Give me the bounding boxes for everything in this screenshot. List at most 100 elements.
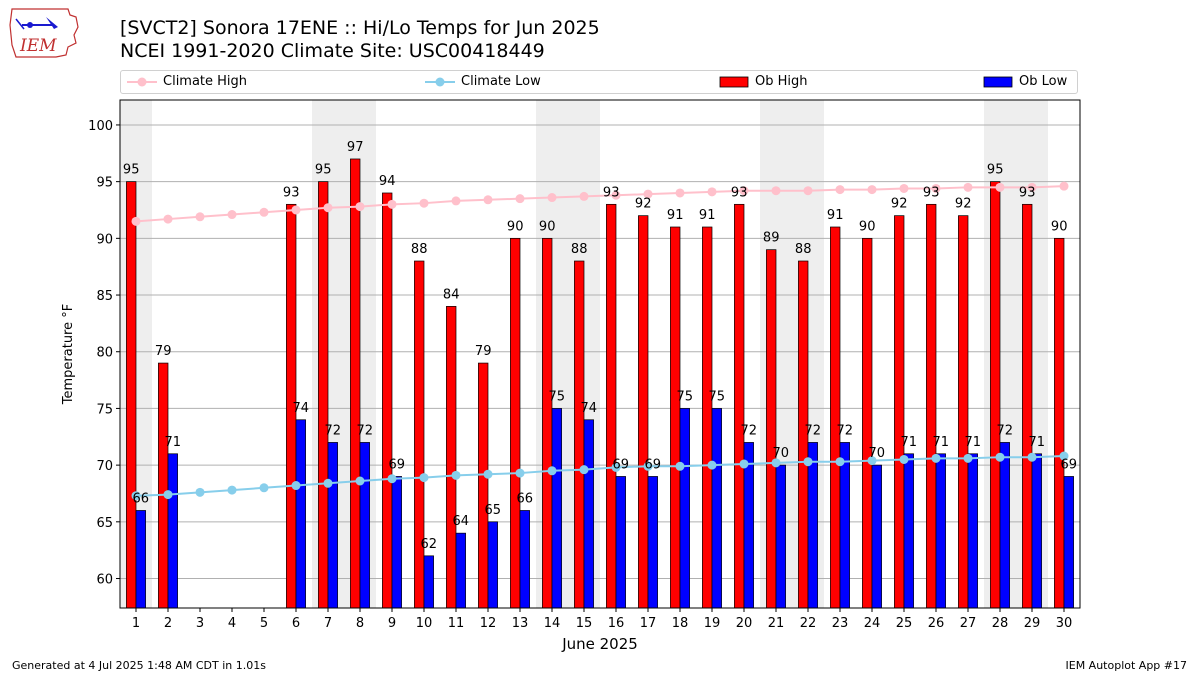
x-tick-label: 8 — [356, 616, 364, 631]
x-tick-label: 18 — [672, 616, 689, 631]
ob-high-swatch-icon — [719, 76, 749, 87]
y-tick-label: 95 — [96, 176, 113, 191]
ob-high-label: 95 — [315, 163, 332, 178]
climate-high-point — [995, 182, 1005, 192]
climate-high-point — [579, 191, 589, 201]
ob-high-label: 93 — [603, 185, 620, 200]
x-tick-label: 28 — [992, 616, 1009, 631]
ob-low-bar — [807, 442, 818, 609]
climate-low-point — [611, 462, 621, 472]
legend-ob-low-label: Ob Low — [1019, 74, 1068, 89]
ob-low-label: 65 — [485, 503, 502, 518]
climate-low-line — [135, 455, 1065, 497]
ob-high-label: 93 — [731, 185, 748, 200]
x-tick-label: 26 — [928, 616, 945, 631]
ob-high-bar — [542, 237, 553, 609]
ob-low-bar — [519, 510, 530, 609]
ob-low-bar — [167, 453, 178, 609]
climate-high-point — [899, 183, 909, 193]
ob-high-bar — [606, 203, 617, 609]
ob-high-label: 88 — [571, 242, 588, 257]
chart-subtitle: NCEI 1991-2020 Climate Site: USC00418449 — [120, 40, 545, 62]
ob-high-bar — [830, 226, 841, 609]
ob-high-bar — [990, 181, 1001, 609]
ob-high-label: 90 — [539, 219, 556, 234]
climate-low-point — [131, 491, 141, 501]
climate-low-point — [675, 461, 685, 471]
ob-low-label: 69 — [613, 457, 630, 472]
ob-high-bar — [958, 215, 969, 609]
climate-high-point — [163, 214, 173, 224]
plot-frame — [119, 99, 1081, 609]
ob-low-bar — [1063, 476, 1074, 609]
x-tick-label: 25 — [896, 616, 913, 631]
climate-low-point — [931, 453, 941, 463]
ob-high-label: 91 — [699, 208, 716, 223]
climate-low-swatch-icon — [425, 77, 455, 86]
x-tick-label: 30 — [1056, 616, 1073, 631]
y-tick-label: 90 — [96, 232, 113, 247]
climate-high-point — [963, 182, 973, 192]
climate-low-point — [387, 474, 397, 484]
climate-low-point — [355, 476, 365, 486]
ob-high-label: 91 — [827, 208, 844, 223]
climate-low-point — [451, 470, 461, 480]
ob-low-bar — [967, 453, 978, 609]
ob-low-label: 71 — [901, 435, 918, 450]
x-tick-label: 21 — [768, 616, 785, 631]
climate-high-point — [227, 210, 237, 220]
climate-low-point — [707, 460, 717, 470]
y-tick-label: 75 — [96, 402, 113, 417]
ob-low-bar — [647, 476, 658, 609]
ob-high-bar — [382, 192, 393, 609]
ob-high-label: 94 — [379, 174, 396, 189]
ob-high-bar — [702, 226, 713, 609]
ob-high-bar — [318, 181, 329, 609]
climate-high-point — [803, 186, 813, 196]
ob-low-bar — [583, 419, 594, 609]
climate-high-point — [1027, 182, 1037, 192]
ob-low-bar — [487, 521, 498, 609]
x-tick-label: 23 — [832, 616, 849, 631]
climate-low-point — [867, 456, 877, 466]
y-tick-label: 70 — [96, 459, 113, 474]
climate-low-point — [963, 453, 973, 463]
climate-high-point — [323, 203, 333, 213]
ob-high-bar — [510, 237, 521, 609]
ob-high-bar — [638, 215, 649, 609]
ob-low-bar — [423, 555, 434, 609]
x-tick-label: 6 — [292, 616, 300, 631]
climate-low-point — [995, 452, 1005, 462]
climate-high-point — [643, 189, 653, 199]
legend-climate-high-label: Climate High — [163, 74, 248, 89]
ob-high-bar — [670, 226, 681, 609]
climate-high-point — [931, 183, 941, 193]
ob-low-bar — [679, 408, 690, 609]
climate-high-point — [707, 187, 717, 197]
climate-high-line — [135, 185, 1065, 223]
ob-low-label: 72 — [837, 423, 854, 438]
ob-low-label: 75 — [549, 389, 566, 404]
x-tick-label: 4 — [228, 616, 236, 631]
ob-high-label: 97 — [347, 140, 364, 155]
climate-low-point — [515, 468, 525, 478]
climate-high-point — [739, 186, 749, 196]
climate-low-point — [419, 473, 429, 483]
y-tick-label: 60 — [96, 573, 113, 588]
climate-high-point — [835, 185, 845, 195]
ob-high-label: 84 — [443, 287, 460, 302]
x-tick-label: 10 — [416, 616, 433, 631]
iem-logo: IEM — [9, 8, 79, 58]
ob-low-bar — [935, 453, 946, 609]
x-tick-label: 22 — [800, 616, 817, 631]
climate-high-point — [483, 195, 493, 205]
ob-low-bar — [871, 464, 882, 609]
legend-climate-high: Climate High — [127, 74, 247, 90]
x-tick-label: 16 — [608, 616, 625, 631]
ob-high-label: 88 — [795, 242, 812, 257]
ob-low-label: 71 — [1029, 435, 1046, 450]
ob-low-label: 70 — [869, 446, 886, 461]
ob-high-bar — [350, 158, 361, 609]
climate-high-point — [259, 207, 269, 217]
climate-high-point — [451, 196, 461, 206]
